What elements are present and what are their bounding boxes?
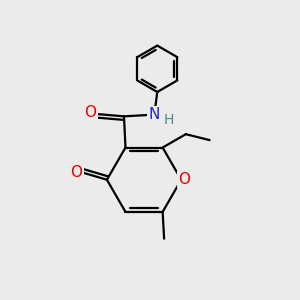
Text: O: O <box>178 172 190 187</box>
Text: H: H <box>164 113 174 127</box>
Text: O: O <box>70 165 82 180</box>
Text: N: N <box>148 107 160 122</box>
Text: O: O <box>84 105 96 120</box>
